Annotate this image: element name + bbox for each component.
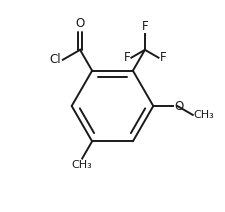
- Text: CH₃: CH₃: [194, 110, 215, 120]
- Text: Cl: Cl: [50, 53, 61, 66]
- Text: O: O: [174, 99, 183, 113]
- Text: F: F: [160, 51, 166, 64]
- Text: F: F: [124, 51, 130, 64]
- Text: O: O: [75, 17, 85, 30]
- Text: CH₃: CH₃: [72, 160, 92, 170]
- Text: F: F: [142, 20, 148, 33]
